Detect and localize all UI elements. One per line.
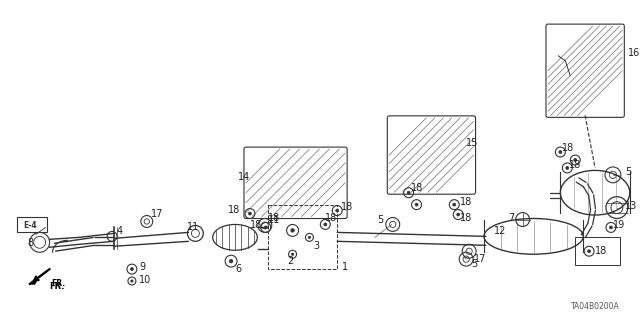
Text: 11: 11 [186,222,198,233]
Text: 18: 18 [595,246,607,256]
Circle shape [336,209,339,212]
Text: 16: 16 [628,48,640,58]
Circle shape [457,213,460,216]
Bar [575,237,620,265]
Text: 12: 12 [494,226,506,236]
Circle shape [559,151,562,153]
Text: 17: 17 [474,254,486,264]
Text: FR.: FR. [52,279,66,288]
Circle shape [308,236,310,239]
Text: 18: 18 [250,220,262,230]
Circle shape [566,167,569,169]
Text: TA04B0200A: TA04B0200A [571,302,620,311]
Circle shape [264,226,268,229]
Text: 18: 18 [460,212,472,223]
Circle shape [573,159,577,161]
Circle shape [407,191,410,194]
Text: 4: 4 [117,226,123,236]
Text: 5: 5 [471,259,477,269]
Circle shape [588,250,591,253]
Text: 3: 3 [314,241,319,251]
Text: 2: 2 [287,256,294,266]
Text: 19: 19 [613,220,625,230]
Text: 18: 18 [411,183,423,193]
Circle shape [452,203,456,206]
Circle shape [291,229,294,232]
Text: 8: 8 [28,238,34,248]
Text: 18: 18 [341,202,353,211]
Text: 10: 10 [139,275,151,285]
Text: 5: 5 [377,214,383,225]
Text: 14: 14 [238,172,250,182]
Text: 9: 9 [140,262,146,272]
Circle shape [248,212,252,215]
Circle shape [609,226,612,229]
Circle shape [229,259,233,263]
Bar [268,204,337,269]
Circle shape [131,280,133,282]
Text: 5: 5 [625,167,631,177]
Text: 15: 15 [466,138,479,148]
Text: 6: 6 [235,264,241,274]
Text: E-4: E-4 [23,221,36,230]
Text: FR.: FR. [49,282,65,292]
Text: 1: 1 [342,262,348,272]
Circle shape [415,203,418,206]
Text: 7: 7 [508,212,514,223]
Circle shape [131,268,133,271]
Text: 18: 18 [228,204,241,215]
Circle shape [291,253,294,256]
Text: 17: 17 [151,209,163,219]
Text: 18: 18 [563,143,575,153]
Text: 18: 18 [570,160,582,170]
Text: 18: 18 [325,212,337,223]
Text: 11: 11 [268,214,280,225]
Text: 13: 13 [625,201,637,211]
Polygon shape [29,278,38,284]
Text: 18: 18 [460,197,472,207]
Circle shape [324,223,327,226]
Text: 18: 18 [268,212,280,223]
